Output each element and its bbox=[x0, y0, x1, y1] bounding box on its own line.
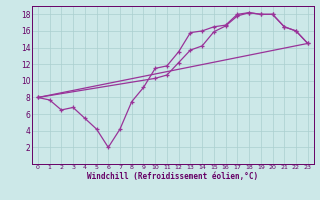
X-axis label: Windchill (Refroidissement éolien,°C): Windchill (Refroidissement éolien,°C) bbox=[87, 172, 258, 181]
